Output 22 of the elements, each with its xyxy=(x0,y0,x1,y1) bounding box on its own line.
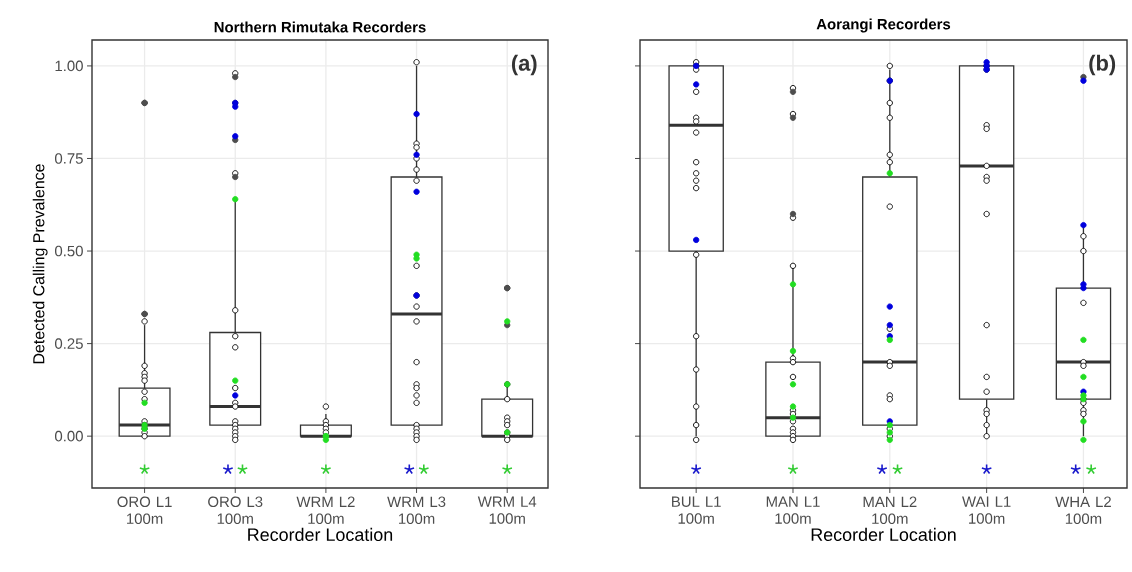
y-tick-label: 0.25 xyxy=(54,338,83,349)
y-tick-label: 1.00 xyxy=(55,60,83,72)
x-axis-title: Recorder Location xyxy=(248,527,393,542)
annotation: (a) xyxy=(511,54,537,76)
x-tick-label: ORO L1 100m xyxy=(117,496,172,525)
x-tick-label: WHA L2 100m xyxy=(1055,496,1111,525)
x-tick-label: WAI L1 100m xyxy=(962,496,1011,524)
x-axis-title: Recorder Location xyxy=(811,527,956,542)
x-tick-label: ORO L3 100m xyxy=(208,496,263,525)
x-tick-label: MAN L2 100m xyxy=(863,496,917,525)
chart-title: Northern Rimutaka Recorders xyxy=(214,21,426,33)
y-tick-label: 0.50 xyxy=(54,245,83,257)
x-tick-label: WRM L4 100m xyxy=(477,496,537,524)
chart-title: Aorangi Recorders xyxy=(816,18,951,33)
x-tick-label: WRM L3 100m xyxy=(387,496,446,525)
x-tick-label: MAN L1 100m xyxy=(766,496,820,524)
y-axis-title: Detected Calling Prevalence xyxy=(32,164,48,364)
y-tick-label: 0.00 xyxy=(54,430,83,442)
x-tick-label: BUL L1 100m xyxy=(672,496,721,524)
annotation: (b) xyxy=(1089,54,1116,76)
y-tick-label: 0.75 xyxy=(54,153,83,164)
x-tick-label: WRM L2 100m xyxy=(296,496,355,525)
